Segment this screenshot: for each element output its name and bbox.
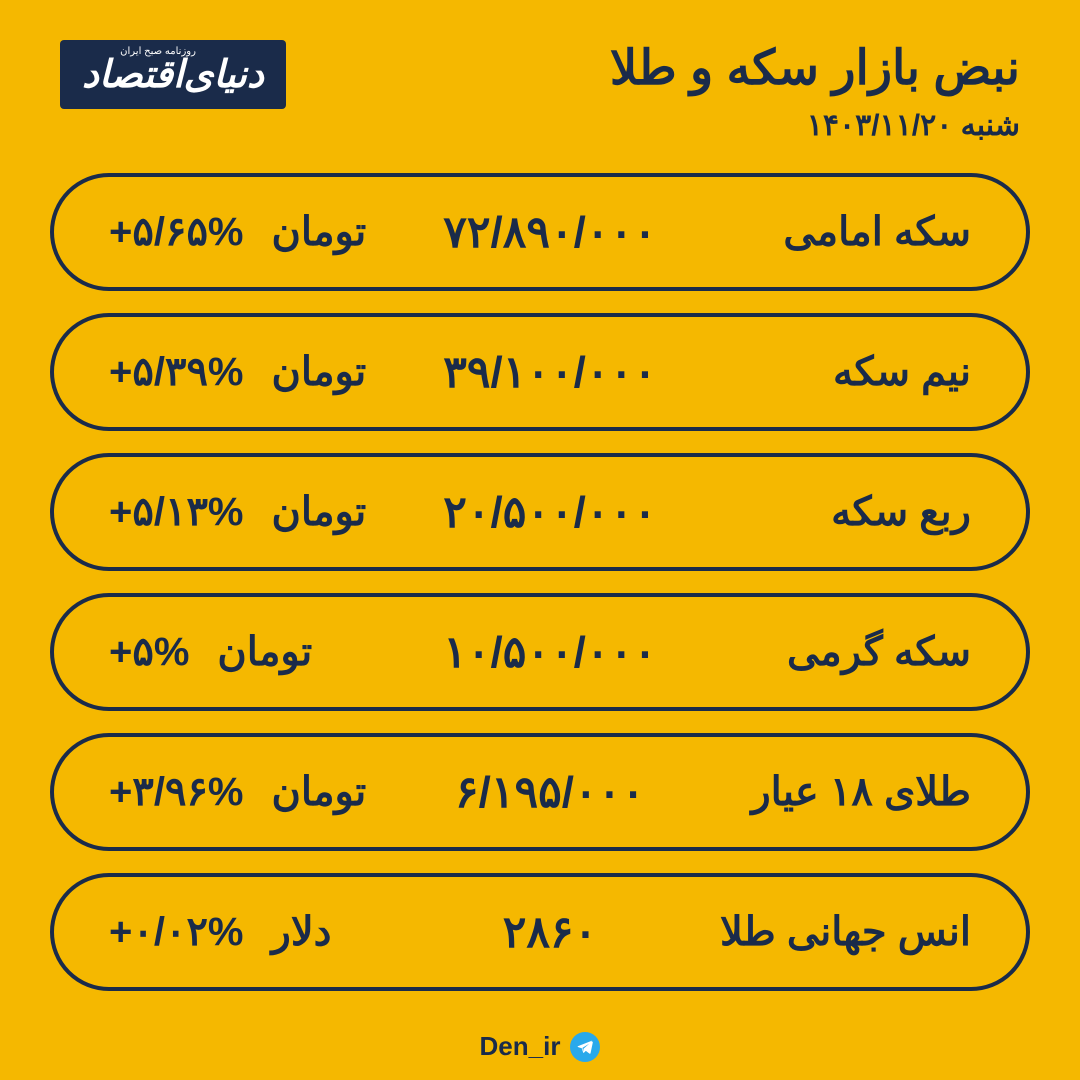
item-name: انس جهانی طلا (691, 909, 971, 955)
item-name: نیم سکه (691, 349, 971, 395)
item-change: تومان +۵/۱۳% (109, 489, 409, 535)
item-change: تومان +۵/۶۵% (109, 209, 409, 255)
brand-logo-text: دنیای‌اقتصاد (82, 54, 264, 96)
currency-label: دلار (272, 909, 332, 955)
item-name: طلای ۱۸ عیار (691, 769, 971, 815)
change-percent: +۰/۰۲% (109, 909, 244, 955)
price-row: نیم سکه۳۹/۱۰۰/۰۰۰ تومان +۵/۳۹% (50, 313, 1030, 431)
item-price: ۲۰/۵۰۰/۰۰۰ (409, 487, 691, 538)
brand-logo: روزنامه صبح ایران دنیای‌اقتصاد (60, 40, 286, 109)
change-percent: +۵/۳۹% (109, 349, 244, 395)
change-percent: +۵/۱۳% (109, 489, 244, 535)
currency-label: تومان (272, 209, 367, 255)
price-row: انس جهانی طلا۲۸۶۰ دلار +۰/۰۲% (50, 873, 1030, 991)
item-name: سکه امامی (691, 209, 971, 255)
telegram-handle: Den_ir (480, 1031, 561, 1062)
price-row: ربع سکه۲۰/۵۰۰/۰۰۰ تومان +۵/۱۳% (50, 453, 1030, 571)
price-list: سکه امامی۷۲/۸۹۰/۰۰۰ تومان +۵/۶۵% نیم سکه۳۹/… (0, 153, 1080, 991)
item-price: ۳۹/۱۰۰/۰۰۰ (409, 347, 691, 398)
item-change: دلار +۰/۰۲% (109, 909, 409, 955)
change-percent: +۵% (109, 629, 189, 675)
item-price: ۲۸۶۰ (409, 907, 691, 958)
item-change: تومان +۵% (109, 629, 409, 675)
item-price: ۷۲/۸۹۰/۰۰۰ (409, 207, 691, 258)
item-change: تومان +۳/۹۶% (109, 769, 409, 815)
brand-logo-sub: روزنامه صبح ایران (120, 46, 196, 57)
price-row: سکه گرمی۱۰/۵۰۰/۰۰۰ تومان +۵% (50, 593, 1030, 711)
date-line: شنبه ۱۴۰۳/۱۱/۲۰ (610, 108, 1020, 143)
item-price: ۱۰/۵۰۰/۰۰۰ (409, 627, 691, 678)
page-title: نبض بازار سکه و طلا (610, 40, 1020, 96)
change-percent: +۵/۶۵% (109, 209, 244, 255)
price-row: سکه امامی۷۲/۸۹۰/۰۰۰ تومان +۵/۶۵% (50, 173, 1030, 291)
change-percent: +۳/۹۶% (109, 769, 244, 815)
currency-label: تومان (272, 769, 367, 815)
price-row: طلای ۱۸ عیار۶/۱۹۵/۰۰۰ تومان +۳/۹۶% (50, 733, 1030, 851)
header: نبض بازار سکه و طلا شنبه ۱۴۰۳/۱۱/۲۰ روزن… (0, 0, 1080, 153)
currency-label: تومان (272, 349, 367, 395)
currency-label: تومان (217, 629, 312, 675)
item-change: تومان +۵/۳۹% (109, 349, 409, 395)
item-price: ۶/۱۹۵/۰۰۰ (409, 767, 691, 818)
item-name: سکه گرمی (691, 629, 971, 675)
telegram-icon (570, 1032, 600, 1062)
footer: Den_ir (0, 1031, 1080, 1062)
item-name: ربع سکه (691, 489, 971, 535)
title-block: نبض بازار سکه و طلا شنبه ۱۴۰۳/۱۱/۲۰ (610, 40, 1020, 143)
currency-label: تومان (272, 489, 367, 535)
